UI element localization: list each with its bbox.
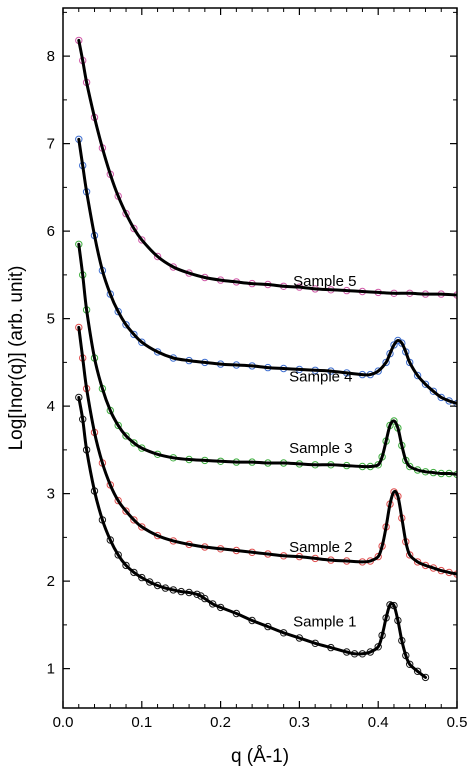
x-tick-label: 0.2 [210, 714, 231, 731]
sample-4-point [382, 358, 390, 367]
sample-2-point [122, 507, 130, 515]
y-tick-label: 8 [47, 48, 55, 65]
sample-4-point [413, 371, 422, 380]
sample-5-markers [75, 36, 457, 299]
sample-1-point [201, 594, 209, 603]
sample-1-point [138, 573, 146, 582]
sample-1-point [413, 667, 422, 675]
sample-5-point [153, 252, 162, 261]
sample-1-point [130, 568, 138, 577]
data-markers [75, 36, 457, 682]
sample-2-fit-line [77, 325, 457, 576]
x-axis-title: q (Å-1) [231, 746, 289, 767]
sample-2-point [130, 516, 138, 524]
sample-4-point [138, 338, 146, 346]
sample-3-point [122, 432, 130, 440]
sample-1-point [122, 561, 130, 570]
y-tick-label: 3 [47, 486, 55, 503]
sample-3-label: Sample 3 [289, 440, 352, 457]
axis-ticks: 0.0 0.1 0.2 0.3 0.4 0.5 1 2 3 4 5 6 7 8 [47, 8, 468, 731]
sample-1-label: Sample 1 [293, 613, 356, 630]
sample-4-point [122, 321, 130, 329]
sample-5-fit-line [77, 38, 457, 297]
sample-2-point [413, 558, 422, 566]
sample-5-label: Sample 5 [293, 273, 356, 290]
sample-2-label: Sample 2 [289, 539, 352, 556]
x-tick-label: 0.0 [53, 714, 74, 731]
y-tick-label: 1 [47, 661, 55, 678]
plot-frame [62, 7, 458, 709]
y-axis-title: Log[Inor(q)] (arb. unit) [6, 266, 27, 451]
y-tick-label: 5 [47, 311, 55, 328]
sample-4-fit-line [77, 137, 457, 405]
y-tick-label: 2 [47, 573, 55, 590]
y-tick-label: 6 [47, 223, 55, 240]
sample-4-point [130, 330, 138, 339]
x-tick-label: 0.4 [368, 714, 389, 731]
x-tick-label: 0.1 [131, 714, 152, 731]
sample-3-point [114, 421, 122, 430]
x-tick-label: 0.3 [289, 714, 310, 731]
sample-4-point [429, 387, 438, 395]
fit-curves [77, 38, 457, 679]
sample-1-point [406, 660, 414, 668]
sample-4-point [374, 367, 382, 375]
x-tick-label: 0.5 [447, 714, 468, 731]
sample-1-fit-line [77, 395, 427, 679]
sample-3-point [406, 462, 414, 471]
sample-2-point [114, 496, 122, 505]
sample-4-label: Sample 4 [289, 368, 352, 385]
sample-5-point [138, 236, 146, 244]
series-labels: Sample 1 Sample 2 Sample 3 Sample 4 Sample 5 [289, 273, 356, 630]
sample-5-point [130, 224, 138, 233]
sample-3-point [130, 439, 138, 447]
y-tick-label: 4 [47, 398, 55, 415]
y-tick-label: 7 [47, 136, 55, 153]
sample-4-point [421, 380, 430, 388]
sample-2-point [138, 523, 146, 531]
sample-1-point [421, 673, 430, 682]
sample-1-point [114, 551, 122, 559]
sample-3-fit-line [77, 242, 457, 476]
sample-2-point [374, 552, 382, 561]
sample-4-point [398, 339, 406, 347]
